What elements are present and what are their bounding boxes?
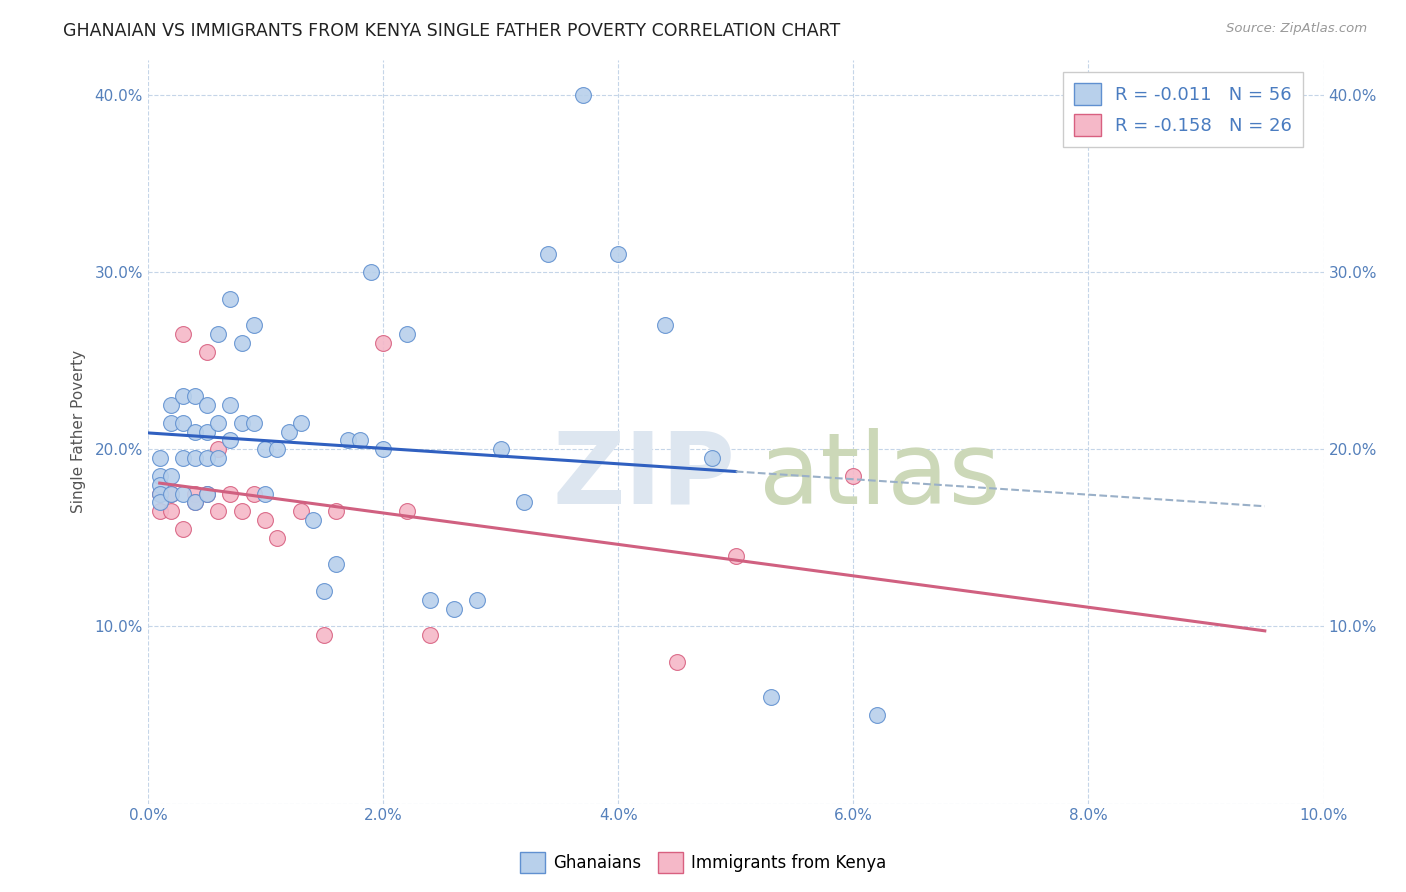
Point (149, 504, 172, 518)
Point (607, 247, 630, 261)
Point (242, 486, 264, 500)
Text: atlas: atlas (759, 428, 1001, 524)
Point (207, 327, 229, 342)
Point (195, 486, 218, 500)
Point (325, 558, 347, 572)
Point (314, 628, 336, 642)
Point (395, 327, 418, 342)
Point (489, 442, 512, 457)
Point (149, 477, 172, 491)
Point (207, 442, 229, 457)
Point (195, 398, 218, 412)
Point (219, 398, 242, 412)
Point (419, 628, 441, 642)
Point (465, 593, 488, 607)
Point (513, 495, 536, 509)
Point (325, 504, 347, 518)
Y-axis label: Single Father Poverty: Single Father Poverty (72, 350, 86, 513)
Point (219, 434, 242, 448)
Point (654, 318, 676, 333)
Point (702, 451, 724, 466)
Point (184, 495, 207, 509)
Point (231, 504, 253, 518)
Point (160, 416, 183, 430)
Point (219, 486, 242, 500)
Point (172, 522, 194, 536)
Point (231, 336, 253, 351)
Legend: Ghanaians, Immigrants from Kenya: Ghanaians, Immigrants from Kenya (513, 846, 893, 880)
Legend: R = -0.011   N = 56, R = -0.158   N = 26: R = -0.011 N = 56, R = -0.158 N = 26 (1063, 72, 1303, 147)
Point (842, 469, 865, 483)
Point (172, 416, 194, 430)
Point (759, 690, 782, 705)
Point (207, 451, 229, 466)
Point (371, 336, 394, 351)
Point (254, 442, 277, 457)
Point (231, 416, 253, 430)
Point (184, 486, 207, 500)
Point (195, 344, 218, 359)
Point (149, 451, 172, 466)
Point (160, 486, 183, 500)
Point (160, 469, 183, 483)
Point (242, 318, 264, 333)
Point (207, 504, 229, 518)
Point (254, 486, 277, 500)
Point (290, 504, 312, 518)
Point (242, 416, 264, 430)
Point (149, 469, 172, 483)
Point (172, 327, 194, 342)
Text: GHANAIAN VS IMMIGRANTS FROM KENYA SINGLE FATHER POVERTY CORRELATION CHART: GHANAIAN VS IMMIGRANTS FROM KENYA SINGLE… (63, 22, 841, 40)
Point (160, 398, 183, 412)
Point (160, 504, 183, 518)
Point (724, 549, 747, 563)
Point (290, 416, 312, 430)
Point (278, 425, 301, 439)
Point (266, 531, 288, 545)
Point (195, 486, 218, 500)
Point (219, 292, 242, 306)
Point (866, 708, 889, 723)
Point (537, 247, 560, 261)
Point (371, 442, 394, 457)
Point (184, 389, 207, 403)
Point (172, 486, 194, 500)
Point (395, 504, 418, 518)
Point (419, 593, 441, 607)
Point (149, 495, 172, 509)
Point (172, 451, 194, 466)
Point (360, 265, 382, 279)
Point (207, 416, 229, 430)
Point (195, 451, 218, 466)
Point (149, 486, 172, 500)
Point (184, 495, 207, 509)
Point (195, 425, 218, 439)
Point (314, 584, 336, 599)
Point (184, 425, 207, 439)
Point (301, 513, 323, 527)
Text: ZIP: ZIP (553, 428, 735, 524)
Point (149, 486, 172, 500)
Point (160, 486, 183, 500)
Point (184, 451, 207, 466)
Point (266, 442, 288, 457)
Point (443, 601, 465, 615)
Point (572, 88, 595, 103)
Text: Source: ZipAtlas.com: Source: ZipAtlas.com (1226, 22, 1367, 36)
Point (254, 513, 277, 527)
Point (665, 655, 688, 669)
Point (336, 434, 359, 448)
Point (172, 389, 194, 403)
Point (349, 434, 371, 448)
